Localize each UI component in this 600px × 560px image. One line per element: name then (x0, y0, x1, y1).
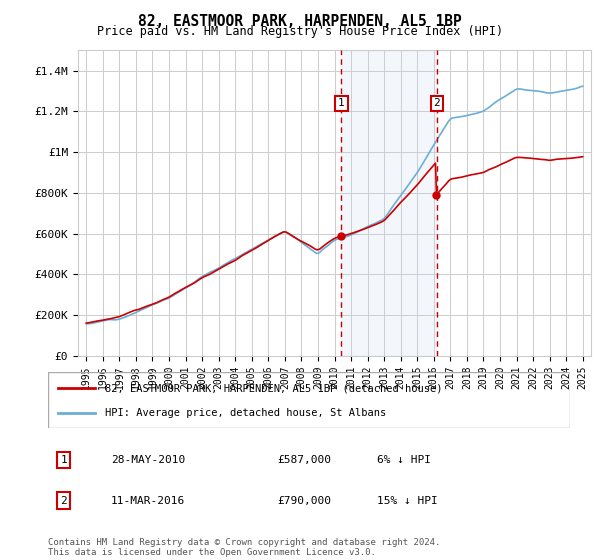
Text: HPI: Average price, detached house, St Albans: HPI: Average price, detached house, St A… (106, 408, 386, 418)
Text: Price paid vs. HM Land Registry's House Price Index (HPI): Price paid vs. HM Land Registry's House … (97, 25, 503, 38)
Text: £790,000: £790,000 (278, 496, 332, 506)
Text: 82, EASTMOOR PARK, HARPENDEN, AL5 1BP (detached house): 82, EASTMOOR PARK, HARPENDEN, AL5 1BP (d… (106, 383, 443, 393)
Text: £587,000: £587,000 (278, 455, 332, 465)
Text: 1: 1 (60, 455, 67, 465)
Text: 28-MAY-2010: 28-MAY-2010 (110, 455, 185, 465)
Bar (341, 50, 437, 356)
Text: 2: 2 (434, 99, 440, 108)
Text: 82, EASTMOOR PARK, HARPENDEN, AL5 1BP: 82, EASTMOOR PARK, HARPENDEN, AL5 1BP (138, 14, 462, 29)
Text: 2: 2 (60, 496, 67, 506)
Text: 15% ↓ HPI: 15% ↓ HPI (377, 496, 437, 506)
Text: Contains HM Land Registry data © Crown copyright and database right 2024.
This d: Contains HM Land Registry data © Crown c… (48, 538, 440, 557)
Text: 1: 1 (338, 99, 345, 108)
Text: 11-MAR-2016: 11-MAR-2016 (110, 496, 185, 506)
Text: 6% ↓ HPI: 6% ↓ HPI (377, 455, 431, 465)
